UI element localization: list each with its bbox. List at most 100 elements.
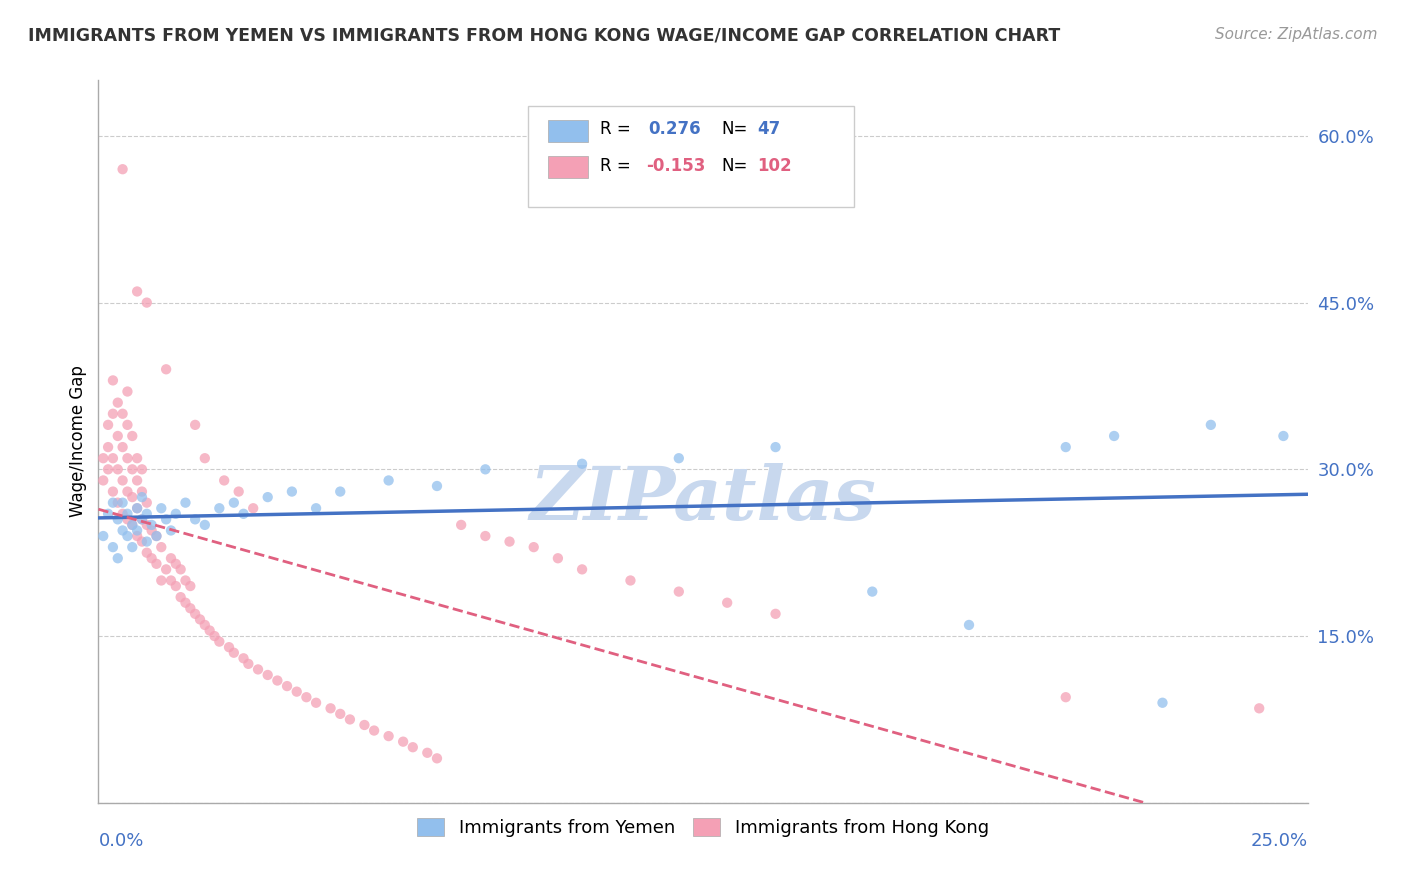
Point [329,706,352,721]
Point [194,517,217,532]
Point [305,696,328,710]
Point [150,540,173,554]
Point [107,512,129,526]
Text: N=: N= [721,156,748,175]
Point [184,512,207,526]
Point [135,546,157,560]
Point [145,557,167,571]
Text: R =: R = [600,156,631,175]
Point [266,673,288,688]
Point [101,451,124,466]
Point [117,507,139,521]
Point [426,751,449,765]
Point [141,524,163,538]
Point [232,651,254,665]
Point [145,529,167,543]
Point [363,723,385,738]
Point [111,440,134,454]
Point [131,512,153,526]
Point [127,501,149,516]
Point [276,679,298,693]
Point [256,490,278,504]
Point [184,607,207,621]
Point [101,496,124,510]
Text: IMMIGRANTS FROM YEMEN VS IMMIGRANTS FROM HONG KONG WAGE/INCOME GAP CORRELATION C: IMMIGRANTS FROM YEMEN VS IMMIGRANTS FROM… [28,27,1060,45]
Point [188,612,211,626]
Point [329,484,352,499]
Point [1152,696,1174,710]
Point [160,574,183,588]
Point [305,501,328,516]
Point [91,474,114,488]
Point [169,562,191,576]
Point [155,562,177,576]
Point [184,417,207,432]
Bar [548,120,588,142]
Point [1272,429,1295,443]
Text: 0.276: 0.276 [648,120,702,138]
Point [523,540,546,554]
Point [242,501,264,516]
Point [232,507,254,521]
Point [117,451,139,466]
Point [957,618,980,632]
Point [97,507,120,521]
Point [179,579,201,593]
Point [135,295,157,310]
Point [127,524,149,538]
Text: ZIPatlas: ZIPatlas [530,463,876,535]
Point [1249,701,1271,715]
Point [160,551,183,566]
Point [135,507,157,521]
Text: 102: 102 [758,156,792,175]
Point [155,512,177,526]
Point [619,574,641,588]
Point [198,624,221,638]
Point [247,662,270,676]
Point [174,596,197,610]
Point [194,618,217,632]
Point [377,729,399,743]
Point [131,512,153,526]
Point [155,362,177,376]
Point [765,440,787,454]
Point [295,690,318,705]
Point [353,718,375,732]
Point [131,462,153,476]
Point [107,429,129,443]
Point [1054,440,1077,454]
Point [571,562,593,576]
Point [165,579,187,593]
Point [91,451,114,466]
Point [169,590,191,604]
Point [228,484,250,499]
Point [127,501,149,516]
Point [111,162,134,177]
Point [121,429,143,443]
Point [145,529,167,543]
Point [107,395,129,409]
Y-axis label: Wage/Income Gap: Wage/Income Gap [69,366,87,517]
Point [111,407,134,421]
Point [135,517,157,532]
Point [208,634,231,648]
Point [204,629,226,643]
Point [222,646,245,660]
Point [416,746,439,760]
Point [127,451,149,466]
Point [107,496,129,510]
Point [131,484,153,499]
Point [121,517,143,532]
Point [111,474,134,488]
Point [127,285,149,299]
Point [319,701,342,715]
Point [131,490,153,504]
Point [101,540,124,554]
Point [121,490,143,504]
Point [150,501,173,516]
Point [121,462,143,476]
Point [212,474,235,488]
Point [377,474,399,488]
Text: R =: R = [600,120,631,138]
Point [135,496,157,510]
